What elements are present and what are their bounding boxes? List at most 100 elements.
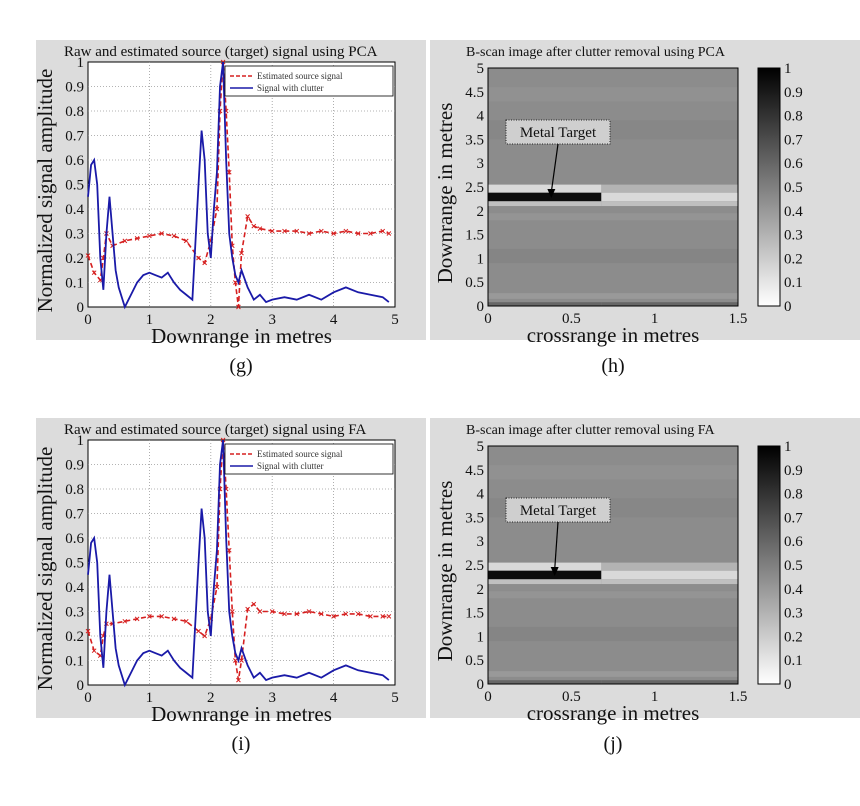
heatmap-band — [488, 626, 738, 642]
series-point-marker — [122, 618, 128, 624]
legend-entry: Signal with clutter — [257, 461, 324, 471]
heatmap-cell-target — [683, 570, 738, 580]
series-point-marker — [294, 228, 300, 234]
sub-caption: (g) — [229, 355, 252, 377]
series-point-marker — [233, 280, 238, 285]
colorbar-tick-label: 0.1 — [784, 275, 803, 291]
heatmap-cell-ground — [601, 680, 683, 684]
heatmap-cell-edge — [488, 201, 602, 207]
y-tick-label: 0.6 — [65, 153, 84, 169]
x-tick-label: 4 — [330, 690, 338, 706]
y-tick-label: 0.6 — [65, 531, 84, 547]
series-point-marker — [251, 223, 257, 229]
series-point-marker — [236, 677, 241, 683]
x-axis-label: Downrange in metres — [151, 324, 332, 348]
series-point-marker — [85, 628, 91, 634]
y-axis-label: Downrange in metres — [433, 103, 457, 284]
series-point-marker — [380, 228, 386, 234]
heatmap-cell-target — [488, 570, 602, 580]
series-point-marker — [257, 609, 263, 614]
y-tick-label: 3.5 — [465, 510, 484, 526]
series-point-marker — [214, 584, 220, 590]
y-tick-label: 4 — [477, 109, 485, 125]
legend-entry: Estimated source signal — [257, 449, 343, 459]
y-tick-label: 0.9 — [65, 458, 84, 474]
x-tick-label: 1.5 — [729, 689, 748, 705]
x-tick-label: 1 — [146, 312, 154, 328]
colorbar-tick-label: 0.6 — [784, 156, 803, 172]
y-axis-label: Downrange in metres — [433, 481, 457, 662]
heatmap-cell-edge — [683, 201, 738, 207]
series-point-marker — [214, 206, 220, 212]
y-tick-label: 0.4 — [65, 580, 84, 596]
panel-j: 0 0.5 1 1.5 0 0.5 1 1.5 2 2.5 3 3.5 4 4.5 5 0 0.1 0.2 0.3 0… — [430, 378, 860, 778]
heatmap-cell-ground — [488, 302, 602, 306]
chart-g: 0 1 2 3 4 5 0 0.1 0.2 0.3 0.4 0.5 0.6 0.7 0.8 0.9 1 Estim… — [33, 40, 426, 377]
x-tick-label: 0 — [84, 690, 92, 706]
annotation-arrow-head — [547, 188, 556, 198]
series-point-marker — [282, 228, 287, 234]
colorbar-tick-label: 0.5 — [784, 180, 803, 196]
heatmap-cell-edge — [488, 579, 602, 585]
heatmap-cell-ground — [683, 302, 738, 306]
heatmap-cell-bright — [601, 562, 683, 571]
heatmap-cell-bright — [488, 562, 602, 571]
y-tick-label: 0.3 — [65, 605, 84, 621]
series-point-marker — [245, 213, 250, 219]
heatmap-band — [488, 591, 738, 599]
series-line-signal-with-clutter — [87, 61, 390, 310]
y-tick-label: 1 — [477, 629, 485, 645]
y-tick-label: 0.5 — [465, 275, 484, 291]
y-tick-label: 0.8 — [65, 482, 84, 498]
annotation-label: Metal Target — [520, 125, 597, 141]
series-point-marker — [91, 270, 97, 276]
series-point-marker — [159, 614, 165, 619]
series-line-estimated-source — [87, 61, 390, 308]
heatmap-cell-ground — [488, 680, 602, 684]
series-point-marker — [226, 547, 232, 553]
series-point-marker — [91, 648, 97, 654]
legend-box — [224, 443, 394, 475]
series-point-marker — [331, 614, 336, 619]
colorbar-tick-label: 0.7 — [784, 132, 803, 148]
y-tick-label: 0.2 — [65, 251, 84, 267]
x-tick-label: 4 — [330, 312, 338, 328]
x-tick-label: 0 — [484, 311, 492, 327]
series-point-marker — [183, 238, 189, 244]
colorbar-tick-label: 0.8 — [784, 487, 803, 503]
colorbar-tick-label: 1 — [784, 61, 792, 77]
panel-i: 0 1 2 3 4 5 0 0.1 0.2 0.3 0.4 0.5 0.6 0.7 0.8 0.9 1 Estim… — [0, 378, 430, 778]
colorbar — [757, 445, 781, 685]
sub-caption: (i) — [232, 733, 251, 755]
series-point-marker — [386, 614, 392, 619]
heatmap-band — [488, 671, 738, 677]
sub-caption: (j) — [604, 733, 623, 755]
series-point-marker — [269, 228, 275, 234]
x-tick-label: 0 — [484, 689, 492, 705]
x-tick-label: 0.5 — [562, 689, 581, 705]
x-tick-label: 5 — [391, 312, 399, 328]
series-point-marker — [159, 231, 165, 236]
heatmap-band — [488, 248, 738, 264]
y-tick-label: 2.5 — [465, 558, 484, 574]
series-point-marker — [239, 658, 244, 663]
chart-title: Raw and estimated source (target) signal… — [64, 44, 378, 60]
chart-title: B-scan image after clutter removal using… — [466, 45, 726, 60]
plot-area — [487, 445, 739, 685]
colorbar-tick-label: 0.9 — [784, 85, 803, 101]
y-tick-label: 2 — [477, 582, 485, 598]
colorbar-tick-label: 0 — [784, 677, 792, 693]
heatmap-band — [488, 293, 738, 299]
y-tick-label: 3 — [477, 534, 485, 550]
y-tick-label: 1 — [77, 433, 85, 449]
series-point-marker — [343, 228, 349, 234]
y-tick-label: 0.5 — [65, 178, 84, 194]
series-point-marker — [229, 609, 235, 614]
colorbar-tick-label: 0.3 — [784, 606, 803, 622]
y-tick-label: 4.5 — [465, 463, 484, 479]
series-point-marker — [202, 260, 208, 266]
y-tick-label: 1.5 — [465, 228, 484, 244]
x-tick-label: 5 — [391, 690, 399, 706]
y-tick-label: 3 — [477, 156, 485, 172]
series-point-marker — [134, 236, 140, 241]
